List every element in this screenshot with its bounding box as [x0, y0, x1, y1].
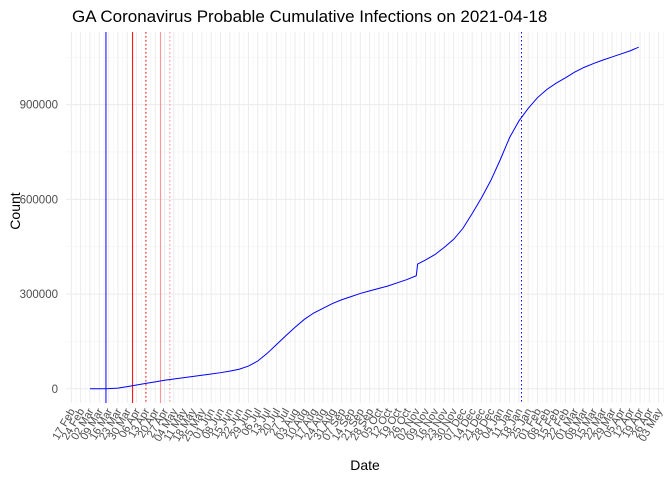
- minor-gridlines: [66, 32, 664, 403]
- y-axis-ticks: 0 300000 600000 900000: [20, 100, 58, 396]
- event-lines: [105, 32, 522, 403]
- y-tick-label: 300000: [20, 289, 58, 301]
- x-axis-title: Date: [350, 457, 380, 473]
- y-tick-label: 600000: [20, 194, 58, 206]
- series-group: [89, 46, 639, 390]
- y-tick-label: 900000: [20, 100, 58, 112]
- major-gridlines: [66, 32, 664, 403]
- series-line: [89, 46, 639, 390]
- chart-title: GA Coronavirus Probable Cumulative Infec…: [72, 7, 547, 26]
- y-tick-label: 0: [52, 384, 58, 396]
- y-axis-title: Count: [7, 192, 23, 229]
